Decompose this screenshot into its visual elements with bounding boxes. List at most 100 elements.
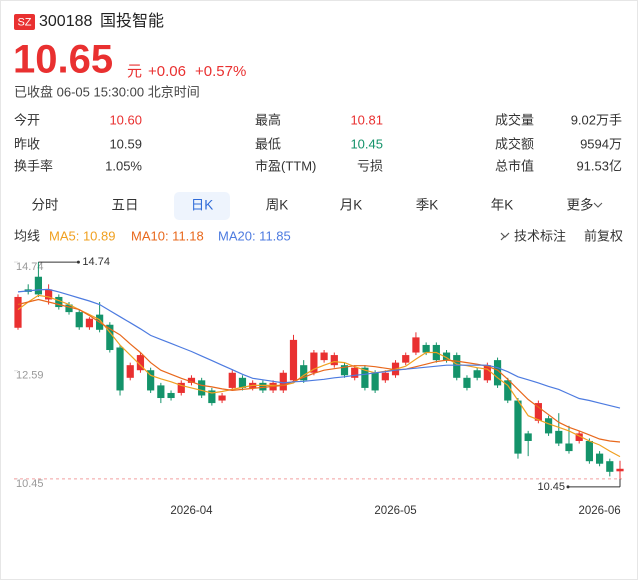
candle-body xyxy=(442,352,451,361)
ma-line xyxy=(17,294,621,458)
candle-body xyxy=(402,355,410,363)
stock-code: 300188 xyxy=(39,13,92,30)
stat-value: 10.60 xyxy=(109,112,142,127)
tab[interactable]: 季K xyxy=(416,198,439,213)
candle-body xyxy=(555,430,563,444)
y-tick-label: 10.45 xyxy=(16,478,44,490)
x-tick-label: 2026-05 xyxy=(374,505,416,517)
candle-body xyxy=(34,276,43,295)
candle-body xyxy=(381,372,389,381)
y-tick-label: 14.74 xyxy=(16,261,44,273)
candle-body xyxy=(544,418,553,434)
candle-body xyxy=(187,377,196,383)
candle-body xyxy=(289,339,298,381)
change-pct: +0.57% xyxy=(195,63,246,80)
candle-body xyxy=(473,370,481,378)
candle-body xyxy=(330,355,338,366)
candle-body xyxy=(136,355,145,371)
candle-body xyxy=(75,312,83,328)
candle-body xyxy=(534,403,542,421)
stat-label: 昨收 xyxy=(14,136,40,151)
annotate[interactable]: 技术标注 xyxy=(514,228,566,243)
candle-body xyxy=(228,372,236,388)
annotate-icon[interactable]: 技术标注 xyxy=(500,228,566,243)
stat-label: 换手率 xyxy=(14,158,53,173)
tab[interactable]: 分时 xyxy=(32,198,59,213)
min-dot xyxy=(566,485,570,489)
tab[interactable]: 五日 xyxy=(112,198,139,213)
y-tick-label: 12.59 xyxy=(16,370,44,382)
stat-value: 10.59 xyxy=(109,136,142,151)
candle-body xyxy=(106,324,114,351)
stat-value: 10.45 xyxy=(350,136,383,151)
tab[interactable]: 月K xyxy=(340,198,363,213)
candle-body xyxy=(524,433,532,441)
candle-body xyxy=(157,385,165,399)
candle-body xyxy=(575,433,583,441)
candle-body xyxy=(361,367,369,388)
candle-body xyxy=(238,377,247,388)
candle-body xyxy=(493,360,502,386)
min-label: 10.45 xyxy=(537,481,565,493)
candle-body xyxy=(565,443,573,452)
candle-body xyxy=(463,377,471,388)
stat-value: 9.02万手 xyxy=(571,112,622,127)
exchange-badge xyxy=(14,14,35,30)
tab[interactable]: 更多 xyxy=(567,197,594,213)
ma-line xyxy=(17,288,621,409)
stat-label: 成交量 xyxy=(495,112,534,127)
tab-selected-bg xyxy=(174,192,230,220)
candle-body xyxy=(45,289,53,300)
candle-body xyxy=(300,365,308,381)
candle-body xyxy=(340,365,349,376)
legend-entry: MA20: 11.85 xyxy=(218,228,291,243)
candle-body xyxy=(208,390,216,404)
candle-body xyxy=(14,296,22,328)
candle-body xyxy=(351,367,359,378)
price: 10.65 xyxy=(13,38,113,82)
change: +0.06 xyxy=(148,63,186,80)
legend-entry: MA5: 10.89 xyxy=(49,228,116,243)
stat-label: 今开 xyxy=(14,112,40,127)
max-dot xyxy=(76,260,80,264)
exchange: SZ xyxy=(17,16,31,28)
stat-value: 亏损 xyxy=(357,158,383,173)
chevron xyxy=(593,202,603,208)
stat-label: 最高 xyxy=(255,112,281,127)
legend-entry: MA10: 11.18 xyxy=(131,228,204,243)
stat-label: 总市值 xyxy=(495,158,534,173)
x-tick-label: 2026-06 xyxy=(578,505,620,517)
candle-body xyxy=(453,355,461,378)
candle-body xyxy=(412,337,420,353)
ma-title: 均线 xyxy=(14,228,40,243)
tab[interactable]: 年K xyxy=(491,198,514,213)
stat-label: 成交额 xyxy=(495,136,534,151)
candle-body xyxy=(585,440,593,462)
candle-body xyxy=(259,382,267,391)
x-tick-label: 2026-04 xyxy=(170,505,213,517)
candle-body xyxy=(371,372,379,391)
stat-value: 1.05% xyxy=(105,158,142,173)
adjust[interactable]: 前复权 xyxy=(584,228,623,243)
candle-body xyxy=(126,365,134,378)
ma-line xyxy=(17,298,621,443)
stock-name: 国投智能 xyxy=(100,12,164,30)
candle-body xyxy=(85,318,94,328)
candle-body xyxy=(55,296,63,308)
candle-body xyxy=(218,395,226,401)
candle-body xyxy=(177,382,185,393)
price-unit: 元 xyxy=(127,63,142,80)
candle-body xyxy=(595,453,604,464)
status: 已收盘 06-05 15:30:00 北京时间 xyxy=(14,84,200,99)
candle-body xyxy=(422,344,430,353)
candle-body xyxy=(147,370,155,391)
candle-body xyxy=(279,372,287,391)
tab[interactable]: 日K xyxy=(191,198,214,213)
candle-body xyxy=(616,468,624,472)
tab[interactable]: 周K xyxy=(266,198,289,213)
stat-label: 最低 xyxy=(255,136,281,151)
candle-body xyxy=(320,352,328,361)
max-label: 14.74 xyxy=(82,256,110,268)
